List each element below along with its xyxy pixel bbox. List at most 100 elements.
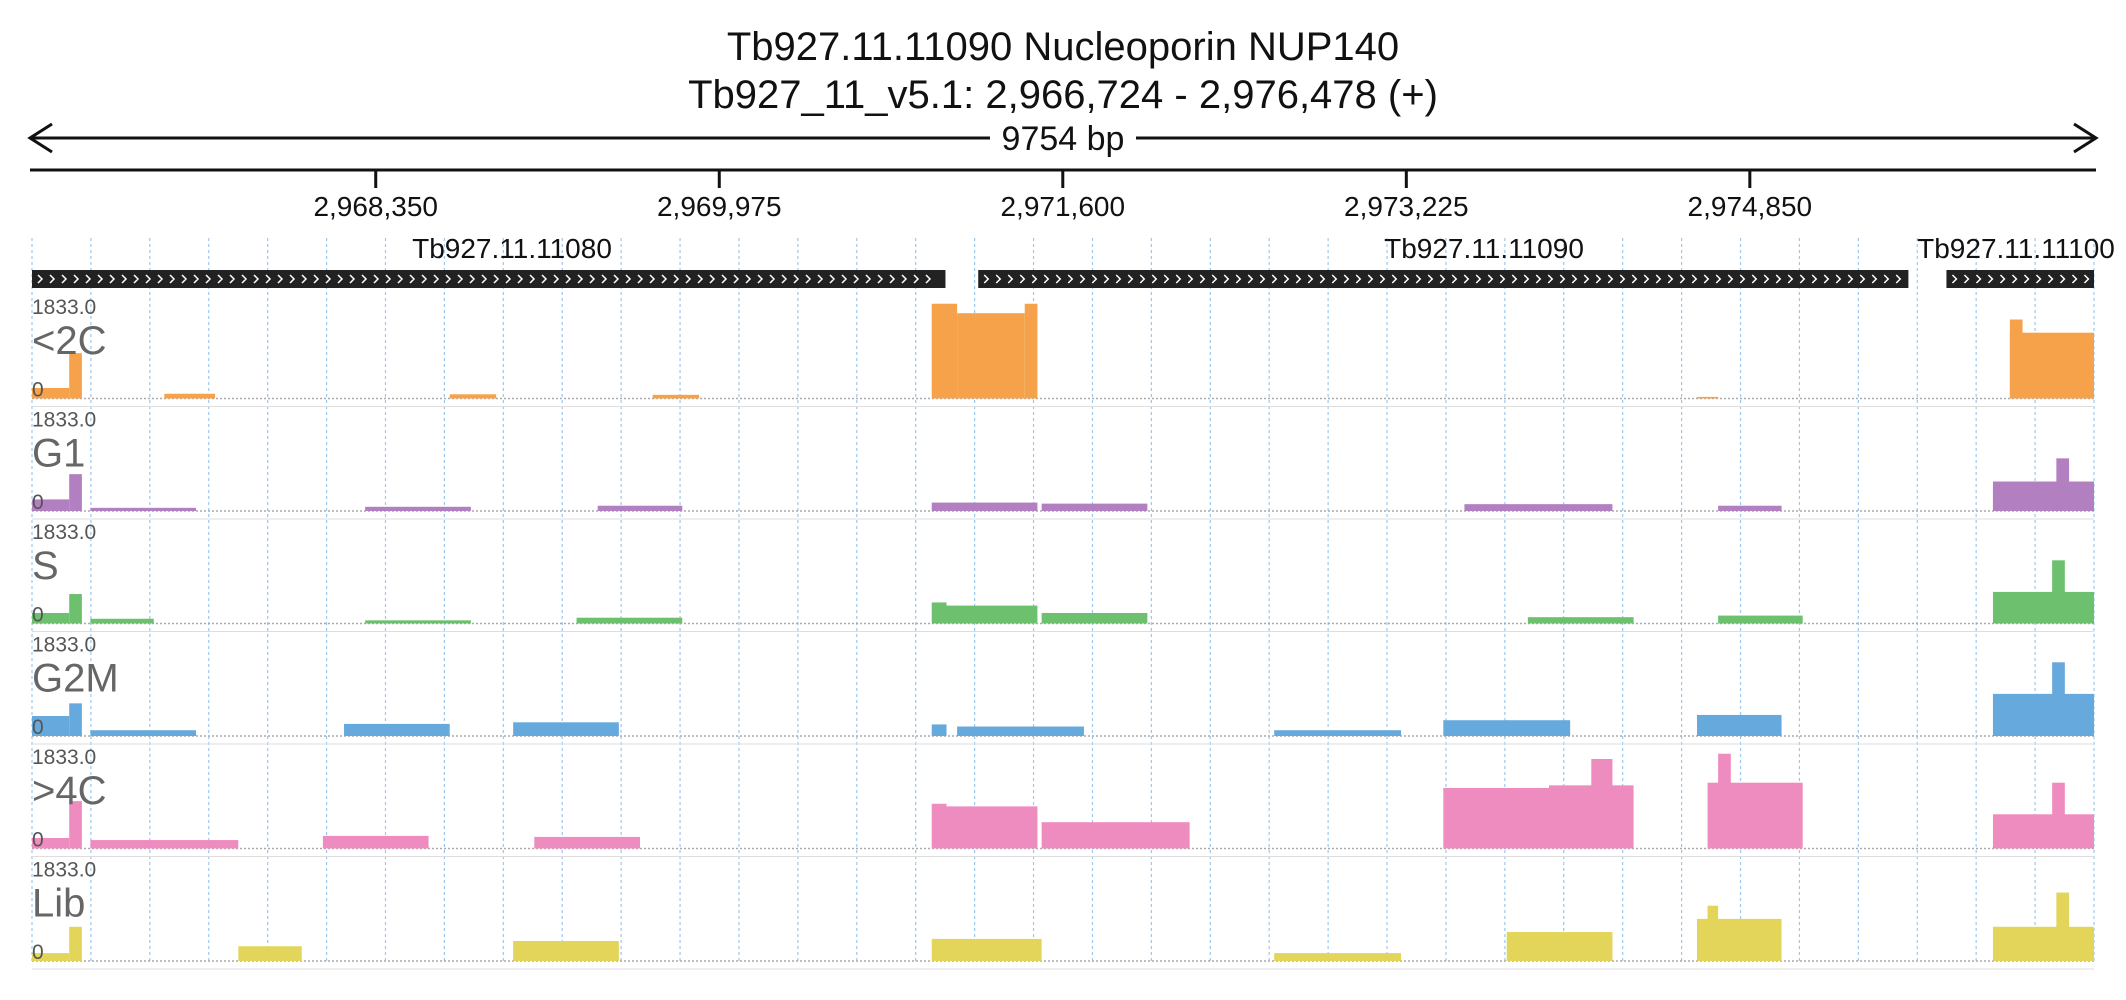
- coverage-bar: [597, 505, 683, 511]
- track-scale-max: 1833.0: [32, 859, 96, 882]
- coverage-bar: [946, 806, 1038, 849]
- strand-arrows: [37, 274, 932, 284]
- track-scale-max: 1833.0: [32, 634, 96, 657]
- coverage-bar: [365, 506, 471, 511]
- track-scale-min: 0: [32, 604, 44, 627]
- coverage-bar: [534, 836, 640, 849]
- coverage-bar: [322, 835, 429, 849]
- gene-model: Tb927.11.11100: [1917, 233, 2115, 288]
- coverage-bar: [32, 953, 70, 961]
- coverage-bar: [2052, 782, 2065, 849]
- track-name: >4C: [32, 769, 107, 813]
- coverage-bar: [1274, 730, 1402, 736]
- coverage-track: 1833.0 0 >4C: [32, 746, 2094, 857]
- track-name: G1: [32, 432, 85, 476]
- coverage-track: 1833.0 0 Lib: [32, 859, 2094, 970]
- coverage-bar: [513, 940, 619, 961]
- coverage-bar: [2009, 332, 2094, 399]
- gene-label: Tb927.11.11090: [1384, 233, 1584, 264]
- coverage-bar: [946, 605, 1038, 624]
- coverage-bar: [69, 703, 82, 736]
- gene-model: Tb927.11.11080: [32, 233, 946, 288]
- coverage-bar: [1718, 615, 1803, 624]
- ruler-tick-label: 2,973,225: [1344, 191, 1469, 222]
- chart-subtitle: Tb927_11_v5.1: 2,966,724 - 2,976,478 (+): [688, 73, 1438, 117]
- track-name: S: [32, 544, 59, 588]
- chart-title: Tb927.11.11090 Nucleoporin NUP140: [727, 25, 1399, 69]
- coverage-bar: [449, 394, 497, 399]
- coverage-bar: [164, 393, 216, 399]
- ruler-ticks: 2,968,350 2,969,975 2,971,600 2,973,225 2,97…: [313, 170, 1812, 222]
- coverage-bar: [931, 724, 947, 736]
- coverage-bar: [1992, 488, 2057, 511]
- coverage-bar: [2052, 662, 2065, 736]
- coverage-bar: [513, 722, 619, 736]
- coverage-bar: [957, 313, 1025, 399]
- coverage-bar: [652, 394, 700, 399]
- coverage-bar: [32, 612, 70, 624]
- coverage-bar: [2056, 458, 2070, 511]
- coverage-bar: [365, 620, 471, 624]
- coverage-bar: [1992, 591, 2094, 624]
- ruler-tick-label: 2,969,975: [657, 191, 782, 222]
- coverage-bar: [344, 723, 450, 736]
- gene-label: Tb927.11.11100: [1917, 233, 2115, 264]
- coverage-track: 1833.0 0 S: [32, 521, 2094, 632]
- coverage-track: 1833.0 0 G1: [32, 409, 2094, 520]
- track-scale-min: 0: [32, 941, 44, 964]
- coverage-track: 1833.0 0 <2C: [32, 296, 2094, 407]
- coverage-bar: [1041, 503, 1148, 511]
- track-name: Lib: [32, 882, 85, 926]
- coverage-bar: [69, 594, 82, 624]
- coverage-bar: [32, 387, 70, 399]
- track-scale-min: 0: [32, 716, 44, 739]
- track-name: <2C: [32, 319, 107, 363]
- coverage-bar: [1992, 926, 2094, 961]
- track-scale-max: 1833.0: [32, 746, 96, 769]
- coverage-bar: [1992, 814, 2094, 849]
- coverage-bar: [238, 946, 302, 961]
- coverage-bar: [32, 837, 70, 849]
- gene-bar: [1946, 270, 2094, 288]
- grid-lines: [31, 238, 2095, 962]
- coverage-bar: [90, 730, 197, 736]
- track-scale-min: 0: [32, 379, 44, 402]
- coverage-bar: [69, 926, 82, 961]
- coverage-bar: [931, 502, 1038, 511]
- track-scale-min: 0: [32, 491, 44, 514]
- ruler-tick-label: 2,974,850: [1688, 191, 1813, 222]
- track-name: G2M: [32, 657, 119, 701]
- coverage-bar: [1443, 720, 1571, 736]
- coverage-bar: [1024, 303, 1038, 399]
- coverage-bar: [2009, 319, 2023, 399]
- coverage-bar: [90, 618, 154, 624]
- gene-bar: [32, 270, 946, 288]
- coverage-bar: [1591, 759, 1613, 849]
- coverage-bar: [1696, 396, 1719, 399]
- track-scale-max: 1833.0: [32, 521, 96, 544]
- coverage-bar: [1718, 505, 1782, 511]
- coverage-bar: [931, 602, 947, 624]
- strand-arrows: [983, 274, 1902, 284]
- coverage-bar: [90, 840, 239, 849]
- strand-arrows: [1951, 274, 2090, 284]
- coverage-bar: [1041, 612, 1148, 624]
- coverage-bar: [1464, 504, 1613, 511]
- coverage-bar: [931, 938, 1042, 961]
- span-arrow: 9754 bp: [27, 120, 2099, 158]
- coverage-bar: [576, 617, 683, 624]
- gene-label: Tb927.11.11080: [412, 233, 612, 264]
- coverage-bar: [69, 353, 82, 399]
- coverage-bar: [32, 499, 70, 511]
- coverage-bar: [69, 474, 82, 511]
- coverage-track: 1833.0 0 G2M: [32, 634, 2094, 745]
- coverage-bar: [1527, 617, 1634, 624]
- coverage-bar: [90, 507, 197, 511]
- coverage-bar: [1696, 714, 1782, 736]
- ruler-tick-label: 2,968,350: [313, 191, 438, 222]
- coverage-bar: [1992, 693, 2094, 736]
- track-scale-max: 1833.0: [32, 409, 96, 432]
- coverage-bar: [1041, 822, 1190, 849]
- gene-track: Tb927.11.11080 Tb927.11.11090 Tb927.11.111…: [32, 233, 2115, 288]
- coverage-bar: [931, 803, 947, 849]
